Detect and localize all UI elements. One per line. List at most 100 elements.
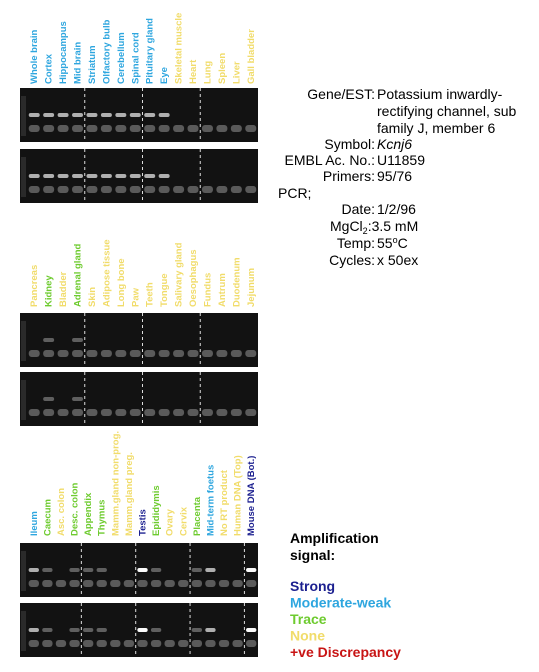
product-band (144, 113, 156, 117)
ladder (21, 157, 26, 197)
product-band (43, 174, 55, 178)
tissue-label: Adrenal gland (73, 243, 84, 307)
product-band (28, 113, 40, 117)
primer-band (158, 409, 170, 416)
tissue-label: Spleen (217, 53, 228, 84)
primer-band (164, 580, 175, 587)
primer-band (144, 186, 156, 193)
primer-band (115, 186, 127, 193)
primer-band (158, 125, 170, 132)
primer-band (150, 580, 162, 587)
tissue-label: Tongue (159, 273, 170, 307)
primer-band (158, 186, 170, 193)
primer-band (201, 409, 213, 416)
product-band (137, 628, 148, 632)
product-band (72, 113, 84, 117)
tissue-label: Skin (87, 287, 98, 307)
tissue-label: Lung (202, 61, 213, 84)
tissue-label: Bladder (58, 271, 69, 307)
tissue-label: Skeletal muscle (174, 13, 185, 84)
primer-band (158, 350, 170, 357)
primer-band (230, 409, 242, 416)
product-band (82, 628, 94, 632)
tissue-label: Pituitary gland (145, 18, 156, 84)
tissue-label: Hippocampus (58, 21, 69, 84)
primer-band (216, 409, 228, 416)
tissue-label: Duodenum (231, 257, 242, 307)
primer-band (205, 580, 216, 587)
pcr-label: PCR; (278, 185, 311, 201)
primer-band (187, 409, 199, 416)
tissue-label: No RT product (219, 469, 230, 536)
primer-band (43, 186, 55, 193)
mgcl-sub: 2 (363, 226, 368, 236)
primer-band (123, 640, 135, 647)
legend-title: signal: (290, 547, 335, 563)
primer-band (100, 350, 112, 357)
product-band (191, 568, 203, 572)
primer-band (144, 125, 156, 132)
primer-band (110, 580, 121, 587)
tissue-label: Asc. colon (56, 488, 67, 536)
primer-band (173, 409, 185, 416)
primer-band (115, 125, 127, 132)
primer-band (187, 186, 199, 193)
cycles-value: x 50ex (377, 252, 418, 268)
cycles-label: Cycles: (329, 252, 375, 268)
primer-band (232, 580, 243, 587)
primer-band (57, 409, 69, 416)
product-band (57, 113, 69, 117)
temp-label: Temp: (337, 235, 375, 251)
gel (20, 313, 258, 367)
tissue-label: Liver (231, 61, 242, 84)
tissue-label: Thymus (97, 500, 108, 536)
product-band (158, 174, 170, 178)
product-band (82, 568, 94, 572)
product-band (191, 628, 203, 632)
tissue-label: Mid brain (73, 42, 84, 84)
tissue-label: Human DNA (Top) (233, 455, 244, 536)
product-band (28, 174, 40, 178)
product-band (158, 113, 170, 117)
primer-band (129, 186, 141, 193)
primer-band (72, 186, 84, 193)
primer-band (55, 580, 67, 587)
primer-band (218, 640, 230, 647)
tissue-label: Fundus (202, 273, 213, 307)
tissue-label: Salivary gland (174, 242, 185, 307)
primer-band (43, 350, 55, 357)
product-band (43, 113, 55, 117)
primer-band (129, 409, 141, 416)
product-band (205, 568, 216, 572)
primer-band (129, 125, 141, 132)
product-band (129, 174, 141, 178)
tissue-label: Gall bladder (246, 29, 257, 84)
product-band (246, 628, 257, 632)
tissue-label: Spinal cord (130, 32, 141, 84)
tissue-label: Mid-term foetus (205, 465, 216, 536)
date-label: Date: (342, 201, 375, 217)
product-band (115, 174, 127, 178)
product-band (246, 568, 257, 572)
primer-band (86, 186, 98, 193)
product-band (28, 568, 39, 572)
symbol-value: Kcnj6 (377, 136, 412, 152)
tissue-label: Ovary (165, 508, 176, 536)
ladder (21, 96, 26, 136)
tissue-label: Teeth (145, 282, 156, 307)
symbol-label: Symbol: (324, 136, 375, 152)
primer-band (72, 125, 84, 132)
date-value: 1/2/96 (377, 201, 416, 217)
primer-band (28, 350, 40, 357)
primer-band (216, 186, 228, 193)
primer-band (191, 580, 203, 587)
tissue-label: Cervix (178, 506, 189, 536)
primer-band (216, 350, 228, 357)
tissue-label: Long bone (116, 258, 127, 307)
primer-band (100, 125, 112, 132)
primer-band (100, 409, 112, 416)
primer-band (28, 409, 40, 416)
primer-band (42, 580, 53, 587)
primer-band (178, 640, 189, 647)
